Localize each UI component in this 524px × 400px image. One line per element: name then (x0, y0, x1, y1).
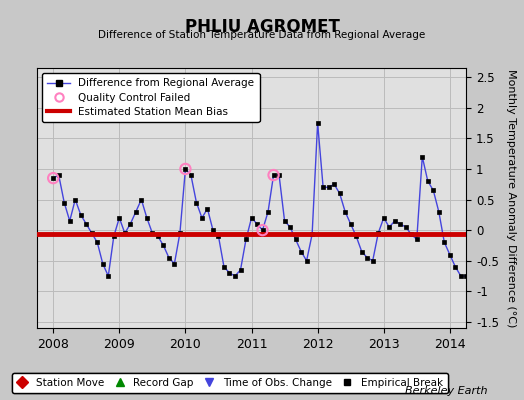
Legend: Station Move, Record Gap, Time of Obs. Change, Empirical Break: Station Move, Record Gap, Time of Obs. C… (12, 372, 448, 393)
Quality Control Failed (258, 227, 267, 233)
Text: Berkeley Earth: Berkeley Earth (405, 386, 487, 396)
Difference from Regional Average (116, 216, 123, 220)
Difference from Regional Average (474, 240, 481, 245)
Line: Difference from Regional Average: Difference from Regional Average (51, 121, 524, 294)
Quality Control Failed (269, 172, 278, 178)
Difference from Regional Average (397, 222, 403, 226)
Quality Control Failed (49, 175, 58, 181)
Y-axis label: Monthly Temperature Anomaly Difference (°C): Monthly Temperature Anomaly Difference (… (506, 69, 516, 327)
Difference from Regional Average (199, 216, 205, 220)
Difference from Regional Average (50, 176, 57, 180)
Text: PHLIU AGROMET: PHLIU AGROMET (184, 18, 340, 36)
Text: Difference of Station Temperature Data from Regional Average: Difference of Station Temperature Data f… (99, 30, 425, 40)
Difference from Regional Average (463, 274, 470, 278)
Difference from Regional Average (314, 121, 321, 126)
Quality Control Failed (181, 166, 190, 172)
